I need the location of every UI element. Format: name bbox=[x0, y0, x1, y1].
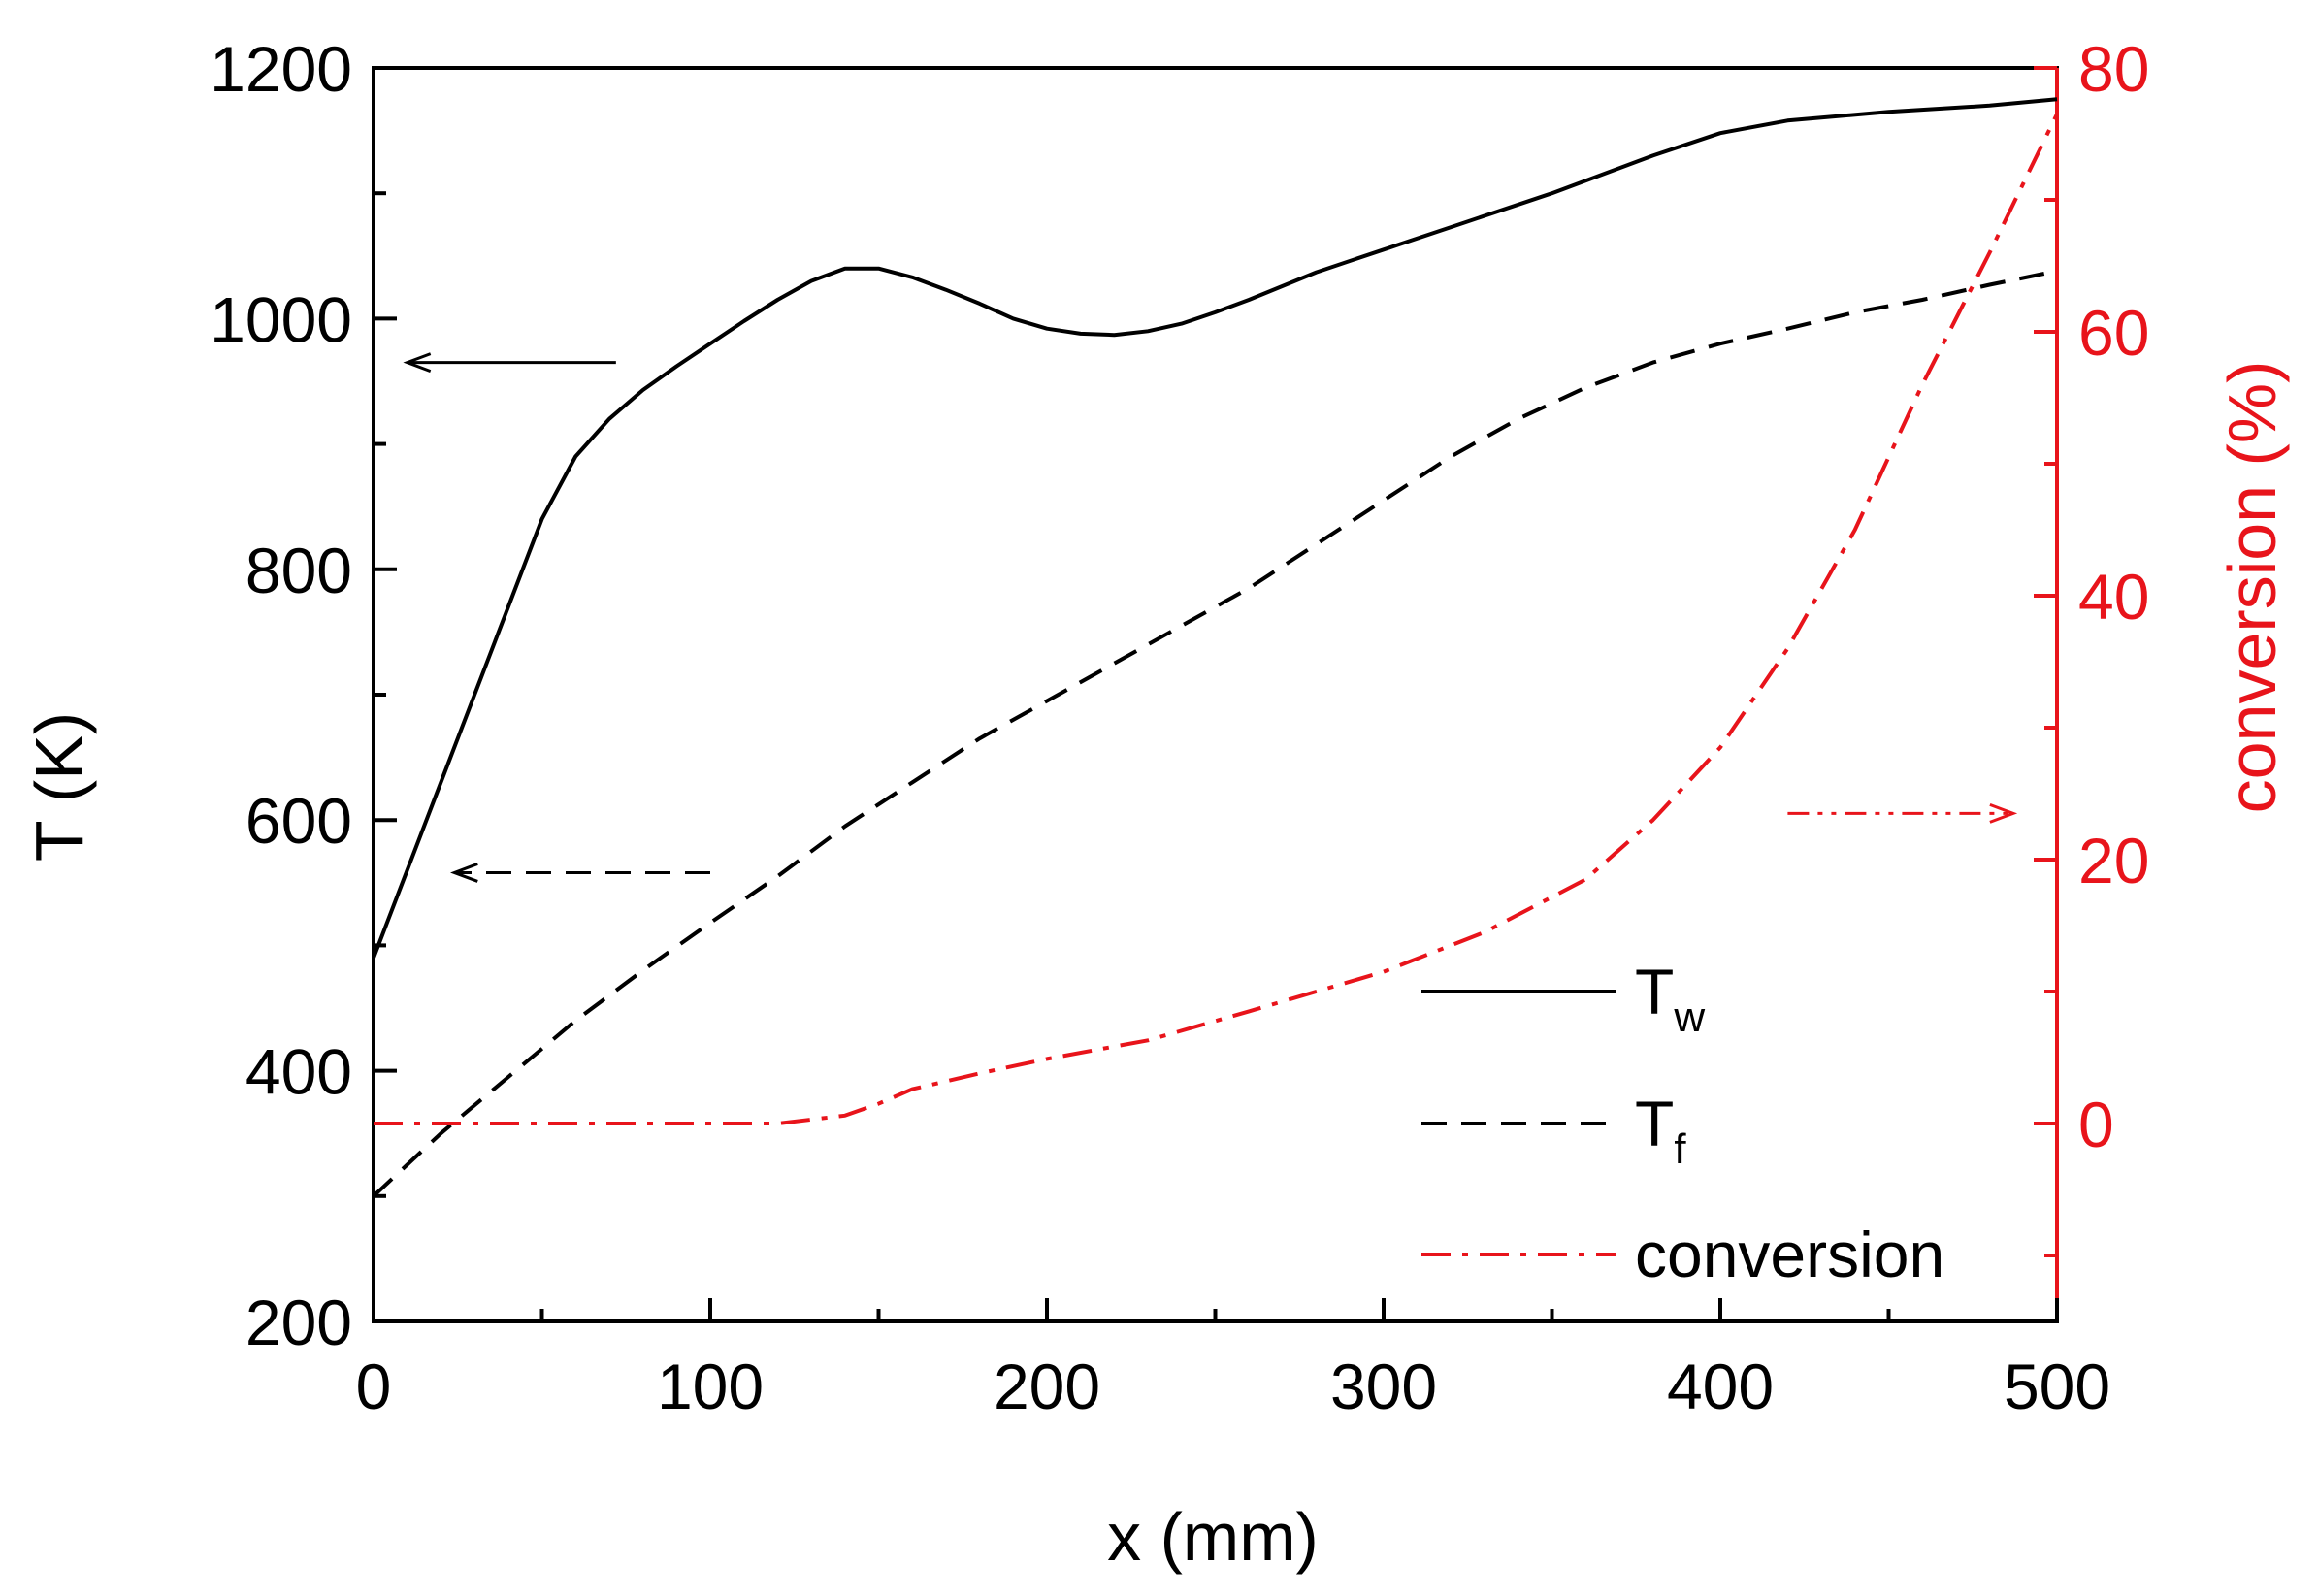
legend: Tw Tf conversion bbox=[1421, 956, 1944, 1290]
series-layer bbox=[372, 97, 2059, 1198]
y-right-tick-label: 20 bbox=[2078, 825, 2149, 896]
x-axis: 0 100 200 300 400 500 bbox=[356, 1298, 2110, 1422]
x-tick-label: 0 bbox=[356, 1351, 392, 1422]
legend-label-Tw: Tw bbox=[1635, 956, 1705, 1041]
plot-frame bbox=[372, 66, 2059, 1323]
y-left-tick-label: 400 bbox=[245, 1036, 352, 1108]
y-right-tick-label: 0 bbox=[2078, 1089, 2114, 1160]
series-line-conversion bbox=[374, 113, 2059, 1125]
y-left-tick-label: 600 bbox=[245, 785, 352, 857]
y-left-axis: 200 400 600 800 1000 1200 bbox=[210, 33, 397, 1358]
y-right-tick-label: 80 bbox=[2078, 33, 2149, 105]
series-line-Tw bbox=[372, 97, 2058, 960]
y-right-axis: 0 20 40 60 80 bbox=[2034, 33, 2149, 1257]
legend-label-Tf: Tf bbox=[1635, 1088, 1686, 1173]
annotation-layer bbox=[403, 352, 2018, 883]
x-tick-label: 100 bbox=[657, 1351, 764, 1422]
series-line-Tf bbox=[372, 269, 2058, 1198]
y-right-tick-label: 60 bbox=[2078, 297, 2149, 369]
y-right-axis-title: conversion (%) bbox=[2214, 361, 2290, 814]
annotation-arrow-head bbox=[403, 352, 432, 374]
y-left-tick-label: 200 bbox=[245, 1287, 352, 1358]
y-left-tick-label: 1200 bbox=[210, 33, 352, 105]
annotation-arrow-head bbox=[450, 863, 478, 883]
annotation-arrow-head bbox=[1989, 802, 2018, 824]
x-tick-label: 500 bbox=[2004, 1351, 2110, 1422]
x-tick-label: 300 bbox=[1330, 1351, 1437, 1422]
x-tick-label: 400 bbox=[1667, 1351, 1774, 1422]
x-tick-label: 200 bbox=[994, 1351, 1100, 1422]
y-right-tick-label: 40 bbox=[2078, 561, 2149, 633]
y-left-axis-title: T (K) bbox=[21, 712, 97, 862]
y-left-tick-label: 1000 bbox=[210, 283, 352, 355]
y-left-tick-label: 800 bbox=[245, 535, 352, 606]
legend-label-conversion: conversion bbox=[1635, 1219, 1944, 1290]
x-axis-title: x (mm) bbox=[1107, 1499, 1319, 1575]
